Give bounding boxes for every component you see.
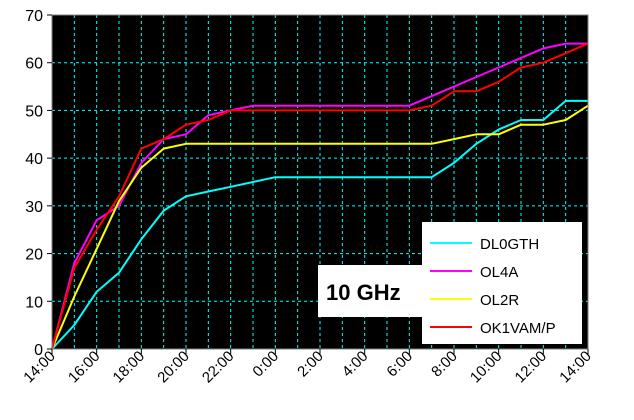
y-tick-label: 40 bbox=[25, 151, 43, 168]
y-tick-label: 0 bbox=[34, 342, 43, 359]
y-tick-label: 70 bbox=[25, 8, 43, 25]
y-tick-label: 10 bbox=[25, 294, 43, 311]
y-axis-ticks: 0 10 20 30 40 50 60 70 bbox=[25, 8, 52, 359]
x-tick-label: 2:00 bbox=[294, 348, 327, 381]
x-tick-label: 10:00 bbox=[467, 348, 506, 387]
x-tick-label: 18:00 bbox=[110, 348, 149, 387]
y-tick-label: 20 bbox=[25, 247, 43, 264]
legend-label: OL2R bbox=[480, 292, 519, 309]
x-tick-label: 12:00 bbox=[512, 348, 551, 387]
x-tick-label: 6:00 bbox=[383, 348, 416, 381]
series-line-dl0gth bbox=[51, 99, 588, 350]
x-tick-label: 16:00 bbox=[65, 348, 104, 387]
y-tick-label: 50 bbox=[25, 103, 43, 120]
x-tick-label: 22:00 bbox=[199, 348, 238, 387]
annotation-label: 10 GHz bbox=[326, 280, 401, 305]
series-lines bbox=[51, 42, 589, 350]
x-tick-label: 20:00 bbox=[154, 348, 193, 387]
legend: DL0GTH OL4A OL2R OK1VAM/P bbox=[422, 222, 582, 344]
y-tick-label: 30 bbox=[25, 199, 43, 216]
x-axis-ticks: 14:00 16:00 18:00 20:00 22:00 0:00 2:00 4:00 6:0… bbox=[20, 348, 595, 387]
legend-label: OL4A bbox=[480, 264, 518, 281]
x-tick-label: 4:00 bbox=[339, 348, 372, 381]
x-tick-label: 0:00 bbox=[249, 348, 282, 381]
x-tick-label: 14:00 bbox=[556, 348, 595, 387]
series-line-ol4a bbox=[51, 42, 588, 350]
legend-label: OK1VAM/P bbox=[480, 320, 556, 337]
x-tick-label: 8:00 bbox=[428, 348, 461, 381]
annotation-box: 10 GHz bbox=[318, 265, 422, 317]
annotation-background bbox=[318, 265, 422, 317]
legend-label: DL0GTH bbox=[480, 236, 539, 253]
series-line-ok1vam-p bbox=[51, 42, 589, 350]
y-tick-label: 60 bbox=[25, 56, 43, 73]
series-line-ol2r bbox=[51, 104, 589, 350]
